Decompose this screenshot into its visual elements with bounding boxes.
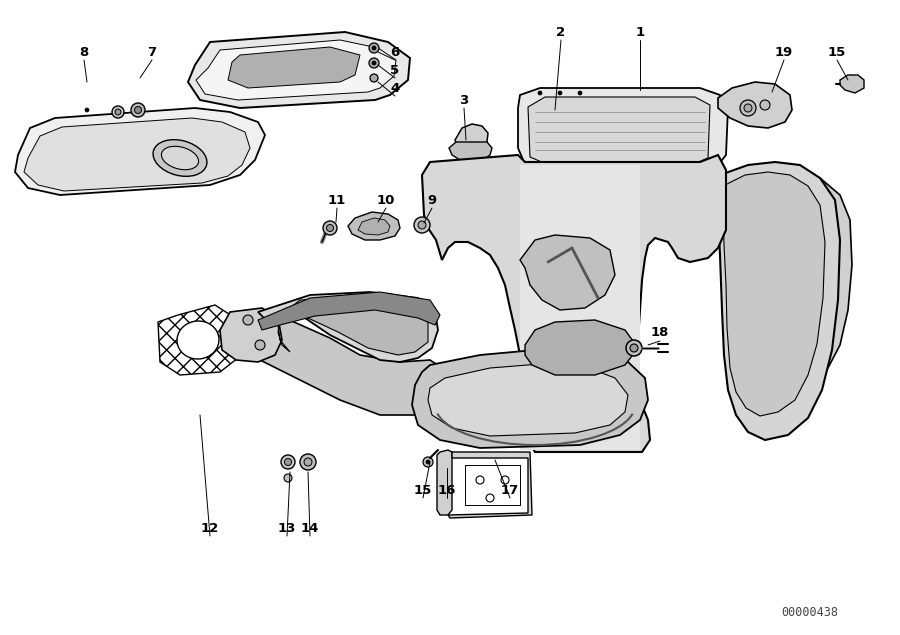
Circle shape (243, 315, 253, 325)
Text: 8: 8 (79, 46, 88, 58)
Circle shape (630, 344, 638, 352)
Text: 17: 17 (501, 483, 519, 497)
Circle shape (372, 46, 376, 50)
Text: 19: 19 (775, 46, 793, 58)
Circle shape (327, 225, 334, 232)
Polygon shape (448, 452, 532, 518)
Circle shape (369, 58, 379, 68)
Polygon shape (24, 118, 250, 191)
Polygon shape (756, 170, 852, 382)
Text: 7: 7 (148, 46, 157, 58)
Polygon shape (520, 235, 615, 310)
Polygon shape (412, 350, 648, 448)
Polygon shape (196, 40, 396, 100)
Circle shape (255, 340, 265, 350)
Text: 12: 12 (201, 521, 219, 535)
Circle shape (284, 474, 292, 482)
Circle shape (414, 217, 430, 233)
Circle shape (486, 494, 494, 502)
Polygon shape (840, 75, 864, 93)
Polygon shape (528, 97, 710, 163)
Circle shape (418, 221, 426, 229)
Circle shape (85, 108, 89, 112)
Circle shape (372, 61, 376, 65)
Text: 15: 15 (828, 46, 846, 58)
Circle shape (558, 91, 562, 95)
Text: 14: 14 (301, 521, 320, 535)
Text: 16: 16 (437, 483, 456, 497)
Polygon shape (449, 142, 492, 160)
Polygon shape (228, 47, 360, 88)
Polygon shape (220, 308, 282, 362)
Text: 9: 9 (428, 194, 436, 206)
Polygon shape (278, 298, 428, 355)
Polygon shape (520, 165, 640, 450)
Ellipse shape (161, 146, 199, 170)
Polygon shape (422, 155, 726, 452)
Circle shape (578, 91, 582, 95)
Text: 13: 13 (278, 521, 296, 535)
Text: 18: 18 (651, 326, 670, 340)
Circle shape (281, 455, 295, 469)
Circle shape (760, 100, 770, 110)
Text: 15: 15 (414, 483, 432, 497)
Text: 4: 4 (391, 81, 400, 95)
Polygon shape (188, 32, 410, 108)
Text: 3: 3 (459, 93, 469, 107)
Circle shape (304, 458, 312, 466)
Circle shape (538, 91, 542, 95)
Polygon shape (718, 82, 792, 128)
Circle shape (423, 457, 433, 467)
Circle shape (426, 460, 430, 464)
Circle shape (323, 221, 337, 235)
Text: 00000438: 00000438 (781, 606, 839, 618)
Polygon shape (348, 212, 400, 240)
Circle shape (501, 476, 509, 484)
Circle shape (134, 107, 141, 114)
Circle shape (626, 340, 642, 356)
Polygon shape (718, 162, 840, 440)
Circle shape (370, 74, 378, 82)
Text: 10: 10 (377, 194, 395, 206)
Polygon shape (525, 320, 638, 375)
Text: 1: 1 (635, 25, 644, 39)
Text: 11: 11 (328, 194, 346, 206)
Polygon shape (723, 172, 825, 416)
Circle shape (740, 100, 756, 116)
Circle shape (284, 458, 292, 465)
Circle shape (115, 109, 121, 115)
Polygon shape (455, 124, 488, 152)
Circle shape (112, 106, 124, 118)
Circle shape (369, 43, 379, 53)
Polygon shape (518, 88, 728, 170)
Polygon shape (15, 108, 265, 195)
Circle shape (131, 103, 145, 117)
Polygon shape (258, 292, 440, 330)
Polygon shape (258, 292, 438, 362)
Polygon shape (158, 305, 238, 375)
Text: 5: 5 (391, 64, 400, 76)
Text: 2: 2 (556, 25, 565, 39)
Text: 6: 6 (391, 46, 400, 58)
Polygon shape (428, 364, 628, 436)
Ellipse shape (177, 321, 219, 359)
Polygon shape (437, 450, 452, 515)
Ellipse shape (153, 140, 207, 177)
Circle shape (476, 476, 484, 484)
Polygon shape (358, 218, 390, 235)
Circle shape (744, 104, 752, 112)
Circle shape (300, 454, 316, 470)
Polygon shape (248, 318, 445, 415)
